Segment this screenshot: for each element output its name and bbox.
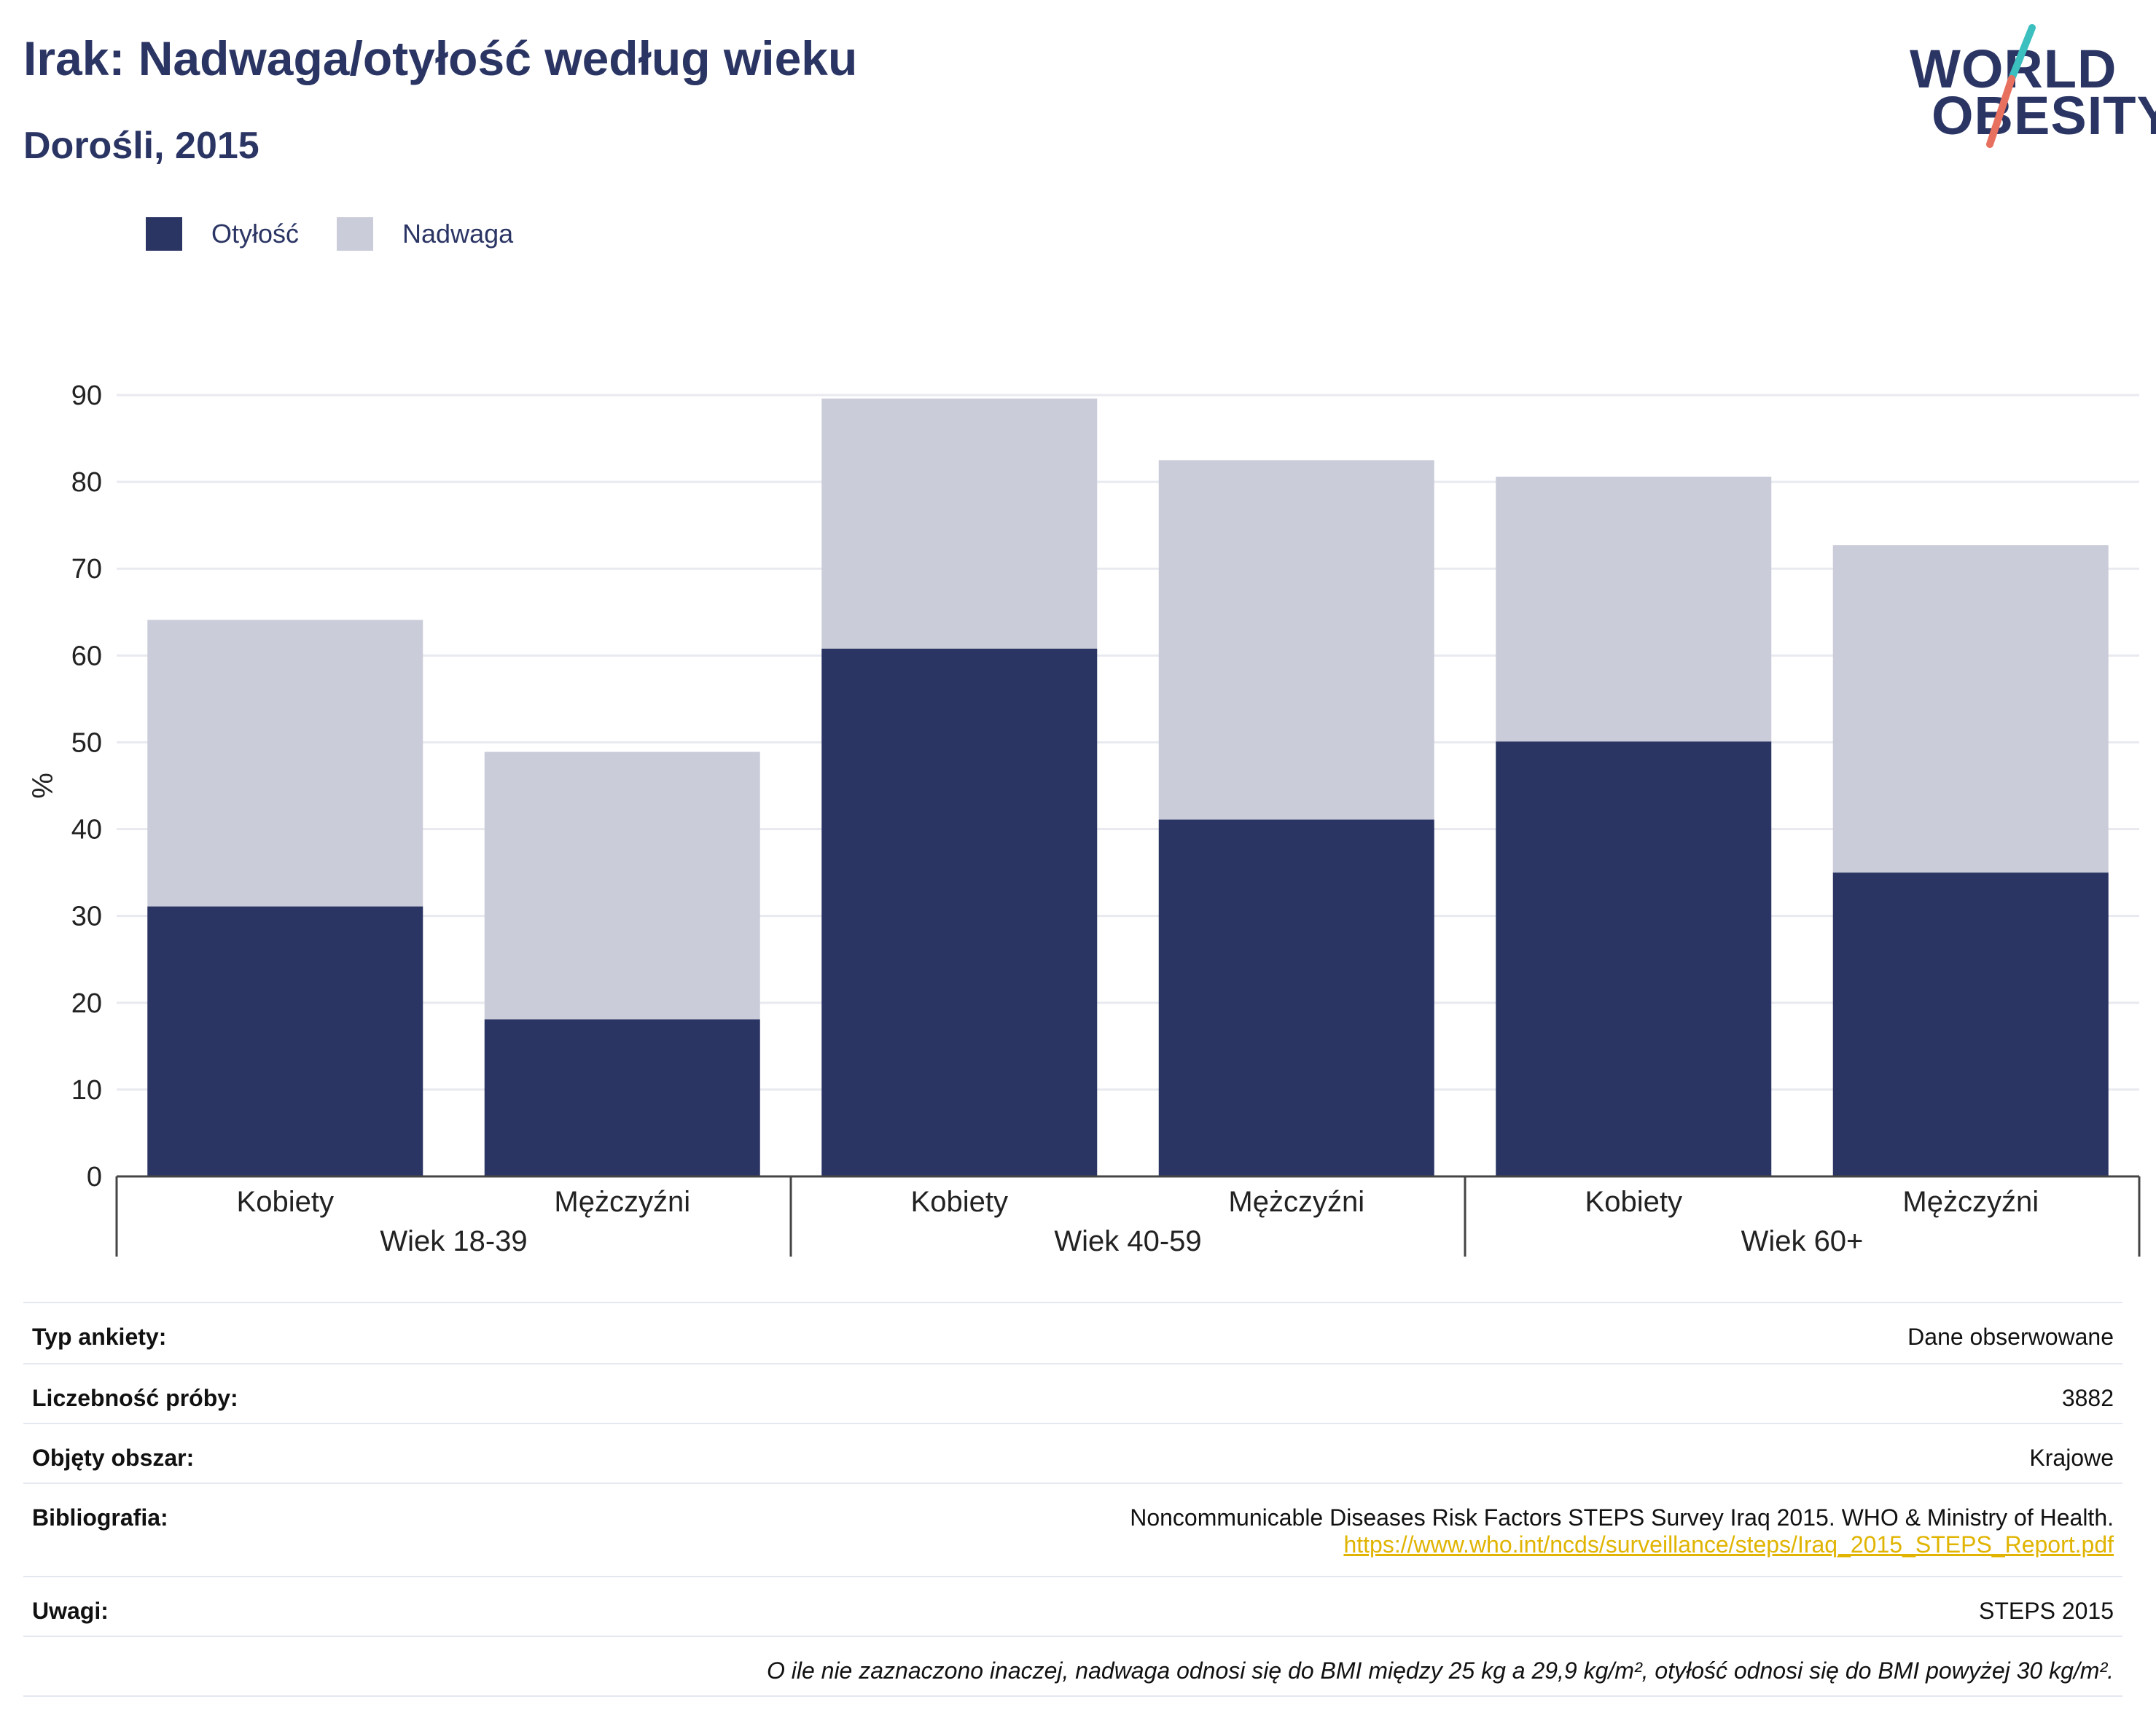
bibliography-link[interactable]: https://www.who.int/ncds/surveillance/st…: [1343, 1531, 2114, 1558]
info-label: Objęty obszar:: [32, 1445, 195, 1471]
definition-note: O ile nie zaznaczono inaczej, nadwaga od…: [766, 1657, 2114, 1684]
logo-slash-icon: [1986, 24, 2036, 148]
legend-item-overweight[interactable]: Nadwaga: [337, 217, 513, 251]
chart-legend: Otyłość Nadwaga: [146, 217, 551, 251]
group-label: Wiek 60+: [1741, 1225, 1864, 1257]
info-row-sample-size: Liczebność próby: 3882: [23, 1363, 2122, 1423]
bar-overweight: [147, 620, 423, 907]
info-value: 3882: [2061, 1385, 2114, 1411]
chart-title: Irak: Nadwaga/otyłość według wieku: [23, 31, 858, 85]
group-label: Wiek 18-39: [380, 1225, 527, 1257]
info-label: Bibliografia:: [32, 1504, 168, 1531]
bar-obesity: [1158, 819, 1434, 1176]
world-obesity-logo: WORLD OBESITY: [1902, 20, 2156, 159]
info-row-bibliography: Bibliografia: Noncommunicable Diseases R…: [23, 1483, 2122, 1576]
info-value: Noncommunicable Diseases Risk Factors ST…: [1130, 1504, 2114, 1576]
bar-overweight: [484, 751, 760, 1020]
info-value: STEPS 2015: [1979, 1598, 2114, 1624]
info-bottom-divider: [23, 1695, 2122, 1697]
legend-label-obesity: Otyłość: [211, 219, 300, 249]
bibliography-text: Noncommunicable Diseases Risk Factors ST…: [1130, 1504, 2114, 1531]
y-tick-label: 70: [71, 554, 102, 585]
info-value: Dane obserwowane: [1907, 1324, 2114, 1350]
info-table: Typ ankiety: Dane obserwowane Liczebność…: [23, 1302, 2122, 1697]
bar-obesity: [821, 648, 1098, 1176]
info-value: Krajowe: [2029, 1445, 2114, 1471]
stacked-bar-chart: 0 10 20 30 40 50 60 70 80 90% Kobiety Mężczyźni Kobi…: [27, 380, 2141, 1257]
info-label: Uwagi:: [32, 1598, 109, 1624]
bar-obesity: [1496, 741, 1772, 1176]
x-tick-label: Kobiety: [911, 1186, 1008, 1218]
x-tick-label: Mężczyźni: [1228, 1186, 1364, 1218]
x-tick-label: Kobiety: [1585, 1186, 1682, 1218]
x-tick-label: Mężczyźni: [554, 1186, 690, 1218]
y-tick-label: 20: [71, 988, 102, 1019]
y-tick-label: 60: [71, 641, 102, 671]
y-tick-label: 50: [71, 727, 102, 758]
legend-swatch-obesity: [146, 217, 182, 251]
y-tick-label: 10: [71, 1075, 102, 1106]
bar-obesity: [1832, 872, 2109, 1176]
chart-subtitle: Dorośli, 2015: [23, 125, 259, 167]
x-tick-label: Mężczyźni: [1902, 1186, 2039, 1218]
bar-overweight: [821, 398, 1098, 649]
y-tick-label: 0: [87, 1162, 102, 1192]
x-tick-label: Kobiety: [237, 1186, 334, 1218]
bar-overweight: [1832, 545, 2109, 873]
legend-label-overweight: Nadwaga: [402, 219, 514, 249]
bar-obesity: [147, 906, 423, 1176]
y-tick-label: 80: [71, 467, 102, 498]
info-row-definition-note: O ile nie zaznaczono inaczej, nadwaga od…: [23, 1636, 2122, 1695]
bar-overweight: [1158, 460, 1434, 820]
info-row-notes: Uwagi: STEPS 2015: [23, 1576, 2122, 1636]
legend-item-obesity[interactable]: Otyłość: [146, 217, 299, 251]
info-label: Liczebność próby:: [32, 1385, 238, 1411]
y-tick-label: 30: [71, 902, 102, 932]
info-row-survey-type: Typ ankiety: Dane obserwowane: [23, 1302, 2122, 1363]
group-label: Wiek 40-59: [1054, 1225, 1201, 1257]
logo-line-2: OBESITY: [1932, 85, 2156, 146]
bar-overweight: [1496, 476, 1772, 742]
info-label: Typ ankiety:: [32, 1324, 167, 1350]
info-row-area: Objęty obszar: Krajowe: [23, 1423, 2122, 1483]
legend-swatch-overweight: [337, 217, 374, 251]
y-axis-label: %: [27, 773, 59, 799]
bar-obesity: [484, 1019, 760, 1176]
y-tick-label: 90: [71, 380, 102, 411]
y-tick-label: 40: [71, 815, 102, 845]
